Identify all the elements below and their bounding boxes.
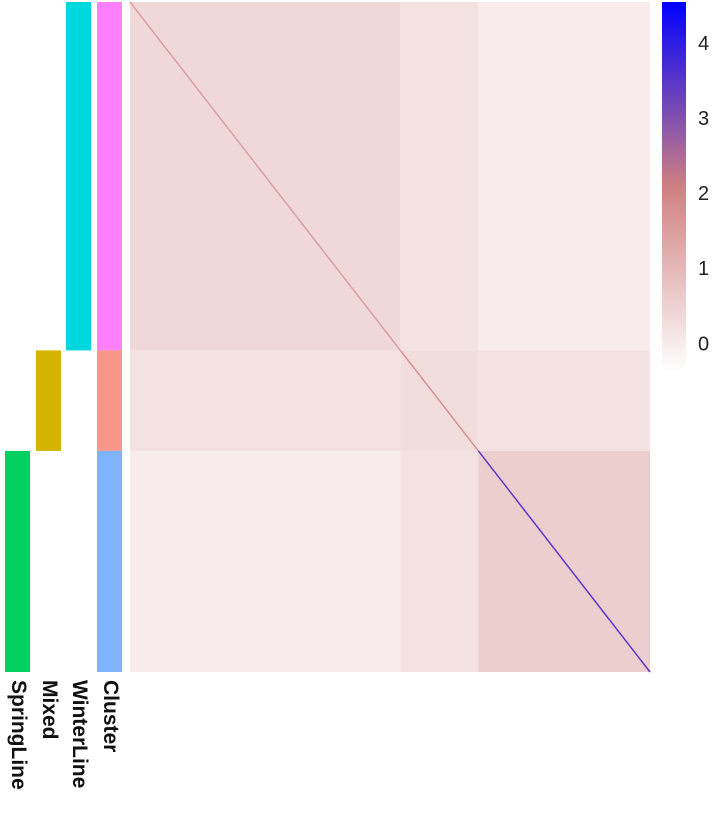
- annotation-segment: [97, 350, 122, 451]
- colorbar: [662, 2, 686, 372]
- track-label: SpringLine: [7, 680, 30, 790]
- colorbar-tick-label: 2: [698, 183, 709, 205]
- heatmap-block: [478, 350, 650, 451]
- diagonal: [399, 349, 479, 452]
- track-label: Mixed: [38, 680, 61, 740]
- track-label: Cluster: [99, 680, 122, 752]
- heatmap-block: [400, 2, 479, 351]
- annotation-segment: [97, 450, 122, 672]
- colorbar-tick-label: 3: [698, 108, 709, 130]
- annotation-segment: [5, 450, 30, 672]
- diagonal: [477, 450, 651, 673]
- heatmap-block: [130, 450, 401, 672]
- annotation-segment: [66, 2, 91, 351]
- heatmap-block: [130, 350, 401, 451]
- annotation-segment: [97, 2, 122, 351]
- heatmap-block: [478, 2, 650, 351]
- annotation-segment: [36, 350, 61, 451]
- diagonal: [129, 1, 401, 351]
- colorbar-tick-label: 1: [698, 258, 709, 280]
- heatmap-block: [400, 450, 479, 672]
- track-label: WinterLine: [68, 680, 91, 788]
- colorbar-tick-label: 4: [698, 33, 709, 55]
- colorbar-tick-label: 0: [698, 333, 709, 355]
